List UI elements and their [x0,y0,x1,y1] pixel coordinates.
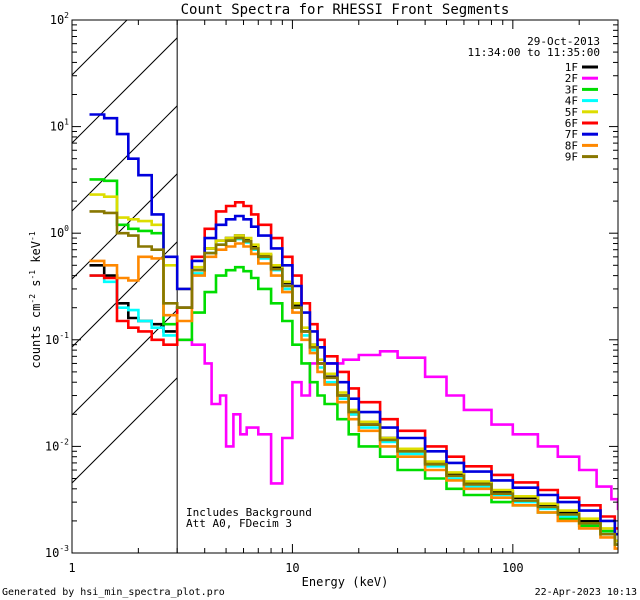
legend-label: 3F [565,83,578,96]
legend-label: 6F [565,117,578,130]
series-line-7f [89,113,618,536]
x-axis-label: Energy (keV) [302,575,389,589]
y-axis-label: counts cm-2 s-1 keV-1 [28,231,43,368]
legend-label: 2F [565,72,578,85]
hatch-line [72,377,178,484]
time-range-label: 11:34:00 to 11:35:00 [468,46,600,59]
legend-label: 7F [565,128,578,141]
y-axis-label-text: counts cm-2 s-1 keV-1 [28,231,43,368]
legend-label: 4F [565,95,578,108]
legend-label: 9F [565,151,578,164]
footer-timestamp: 22-Apr-2023 10:13 [535,587,637,598]
axis-ticks: 1 10 100 10-3 10-2 10-1 100 101 102 [45,11,619,575]
x-tick-label: 10 [285,561,299,575]
y-tick-label: 100 [50,224,69,240]
series-line-2f [177,338,618,511]
series-line-3f [89,178,618,546]
x-tick-label: 100 [502,561,524,575]
hatch-line [72,173,178,280]
note-attenuator: Att A0, FDecim 3 [186,517,292,530]
y-tick-label: 10-2 [45,437,69,453]
legend-label: 5F [565,106,578,119]
series-line-9f [89,210,618,546]
hatch-line [72,105,178,212]
plot-frame [71,19,619,554]
y-tick-label: 10-3 [45,544,69,560]
chart-title: Count Spectra for RHESSI Front Segments [181,2,510,18]
date-label: 29-Oct-2013 [527,35,600,48]
note-background: Includes Background [186,506,312,519]
legend-label: 8F [565,139,578,152]
y-tick-label: 102 [50,11,69,27]
series-line-4f [89,237,618,546]
y-tick-label: 101 [50,118,69,134]
x-tick-label: 1 [68,561,75,575]
footer-generated-by: Generated by hsi_min_spectra_plot.pro [2,587,225,598]
hatch-line [72,37,178,144]
hatch-line [72,309,178,416]
hatch-line [72,241,178,348]
series-line-6f [89,201,618,530]
legend-label: 1F [565,61,578,74]
y-tick-label: 10-1 [45,331,69,347]
series-lines [89,113,618,550]
